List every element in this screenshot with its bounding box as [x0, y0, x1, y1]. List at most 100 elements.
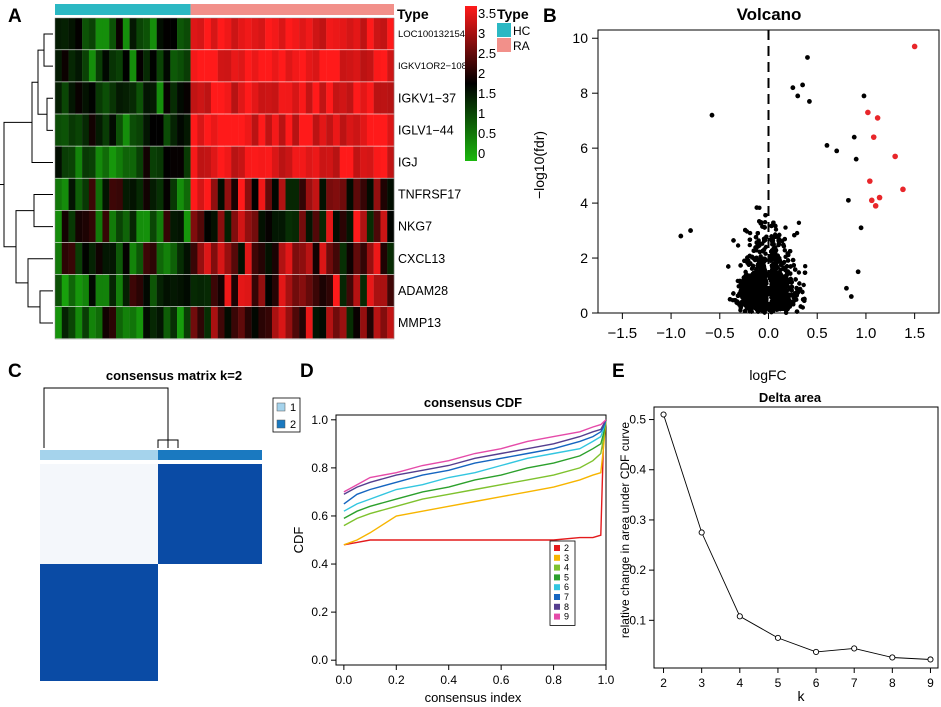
- dendrogram-branch: [15, 210, 34, 284]
- heatmap-cell: [204, 242, 212, 275]
- heatmap-cell: [224, 178, 232, 210]
- heatmap-cell: [143, 82, 151, 114]
- heatmap-cell: [75, 306, 83, 339]
- volcano-point: [855, 269, 861, 275]
- volcano-point: [758, 267, 764, 273]
- heatmap-cell: [326, 82, 334, 114]
- heatmap-cell: [68, 242, 76, 275]
- heatmap-cell: [231, 178, 239, 210]
- volcano-point: [770, 296, 775, 301]
- heatmap-cell: [373, 18, 381, 50]
- heatmap-cell: [88, 18, 96, 50]
- matrix-block-cluster-2: [158, 464, 262, 564]
- volcano-point: [787, 298, 792, 304]
- heatmap-cell: [204, 114, 212, 146]
- heatmap-cell: [278, 274, 286, 307]
- heatmap-cell: [319, 114, 327, 146]
- heatmap-cell: [210, 178, 218, 210]
- heatmap-cell: [217, 210, 225, 243]
- heatmap-cell: [224, 18, 232, 50]
- heatmap-cell: [258, 306, 266, 339]
- volcano-point: [786, 252, 791, 258]
- heatmap-cell: [265, 114, 273, 146]
- heatmap-cell: [271, 274, 279, 307]
- heatmap-cell: [387, 18, 395, 50]
- volcano-point: [751, 301, 756, 306]
- heatmap-cell: [149, 210, 157, 243]
- heatmap-cell: [353, 210, 361, 243]
- heatmap-cell: [156, 18, 164, 50]
- annotation-hc: [55, 4, 191, 15]
- heatmap-cell: [109, 178, 117, 210]
- heatmap-cell: [353, 146, 361, 178]
- heatmap-cell: [305, 114, 313, 146]
- cdf-legend-label: 3: [564, 553, 569, 563]
- heatmap-cell: [55, 146, 62, 178]
- volcano-point: [742, 258, 747, 263]
- heatmap-cell: [278, 50, 286, 82]
- cdf-legend-swatch: [554, 574, 560, 581]
- heatmap-cell: [292, 306, 300, 339]
- volcano-point: [763, 213, 768, 218]
- heatmap-cell: [197, 306, 205, 339]
- volcano-point: [844, 285, 849, 291]
- heatmap-cell: [312, 114, 320, 146]
- heatmap-cell: [278, 210, 286, 243]
- consensus-matrix-panel: consensus matrix k=2 1 2: [40, 368, 301, 681]
- heatmap-cell: [204, 18, 212, 50]
- heatmap-cell: [380, 210, 388, 243]
- heatmap-cell: [143, 114, 151, 146]
- heatmap-cell: [190, 178, 198, 210]
- volcano-significant-point: [868, 197, 875, 204]
- heatmap-cell: [238, 242, 246, 275]
- heatmap-cell: [68, 18, 76, 50]
- volcano-point: [790, 302, 795, 307]
- cluster-bar-1: [40, 450, 158, 460]
- heatmap-cell: [265, 242, 273, 275]
- heatmap-cell: [183, 178, 191, 210]
- annotation-ra: [190, 4, 394, 15]
- volcano-point: [782, 248, 787, 253]
- heatmap-cell: [299, 82, 307, 114]
- heatmap-cell: [292, 50, 300, 82]
- heatmap-cell: [299, 242, 307, 275]
- heatmap-cell: [210, 18, 218, 50]
- heatmap-cell: [332, 18, 340, 50]
- scale-tick-label: 1.5: [478, 86, 496, 101]
- heatmap-cell: [129, 114, 137, 146]
- heatmap-cell: [88, 210, 96, 243]
- heatmap-cell: [285, 50, 293, 82]
- heatmap-cell: [75, 18, 83, 50]
- legend-swatch-hc: [497, 23, 511, 37]
- heatmap-cell: [95, 82, 103, 114]
- heatmap-cell: [231, 50, 239, 82]
- volcano-point: [754, 205, 759, 210]
- heatmap-cell: [170, 178, 178, 210]
- volcano-point: [743, 227, 748, 233]
- volcano-point: [773, 270, 778, 275]
- heatmap-cell: [197, 210, 205, 243]
- volcano-point: [738, 284, 743, 289]
- heatmap-cell: [244, 306, 252, 339]
- heatmap-cell: [82, 146, 90, 178]
- heatmap-cell: [353, 114, 361, 146]
- heatmap-cell: [332, 82, 340, 114]
- heatmap-cell: [319, 178, 327, 210]
- heatmap-cell: [129, 18, 137, 50]
- volcano-point: [755, 231, 760, 236]
- volcano-point: [803, 264, 808, 269]
- volcano-point: [776, 241, 781, 247]
- volcano-point: [761, 264, 767, 270]
- heatmap-cell: [299, 306, 307, 339]
- heatmap-cell: [55, 242, 62, 275]
- heatmap-cell: [82, 306, 90, 339]
- volcano-point: [731, 291, 736, 296]
- heatmap-cell: [217, 50, 225, 82]
- cdf-xlabel: consensus index: [425, 690, 522, 705]
- heatmap-cell: [265, 146, 273, 178]
- heatmap-cell: [190, 82, 198, 114]
- heatmap-cell: [278, 146, 286, 178]
- heatmap-cell: [204, 178, 212, 210]
- heatmap-cell: [156, 114, 164, 146]
- cdf-xtick-label: 0.2: [388, 673, 405, 687]
